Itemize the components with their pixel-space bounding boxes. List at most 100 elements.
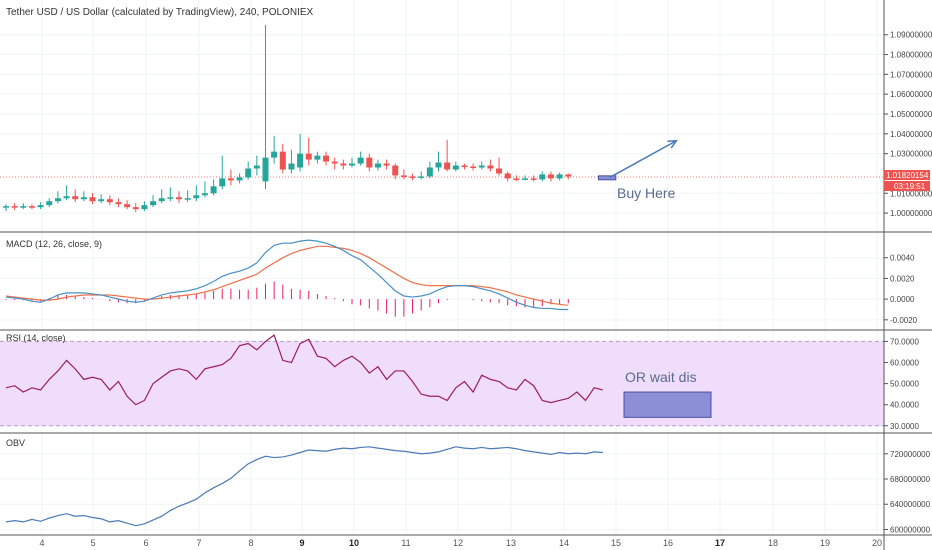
- macd-title: MACD (12, 26, close, 9): [6, 239, 102, 249]
- candle-body: [374, 163, 381, 168]
- candle-body: [383, 163, 390, 166]
- candle-body: [452, 165, 459, 170]
- y-tick-label: 1.07000000: [890, 70, 932, 79]
- candle-body: [63, 196, 70, 199]
- grid-lines: [0, 0, 884, 534]
- buy-zone-box: [598, 175, 617, 181]
- candle-body: [288, 163, 295, 170]
- candle-body: [132, 207, 139, 210]
- candle-body: [522, 178, 528, 180]
- candle-body: [3, 206, 9, 208]
- candle-body: [72, 196, 79, 200]
- candle-body: [253, 165, 260, 169]
- y-tick-label: 680000000: [890, 475, 931, 484]
- candle-body: [158, 198, 165, 202]
- candle-body: [400, 175, 407, 177]
- rsi-band: [0, 341, 884, 426]
- y-tick-label: 1.05000000: [890, 110, 932, 119]
- candle-body: [331, 161, 338, 164]
- candle-body: [340, 163, 347, 166]
- candle-body: [219, 178, 226, 187]
- candle-body: [54, 198, 61, 202]
- y-tick-label: 70.0000: [890, 337, 919, 346]
- candle-body: [227, 178, 234, 181]
- y-tick-label: 600000000: [890, 525, 931, 534]
- x-tick-label: 19: [820, 538, 830, 548]
- y-tick-label: 60.0000: [890, 359, 919, 368]
- y-tick-label: 1.01000000: [890, 189, 932, 198]
- x-tick-label: 15: [611, 538, 621, 548]
- candle-body: [46, 201, 53, 206]
- candle-body: [115, 202, 122, 205]
- trend-arrow: [609, 140, 677, 179]
- candle-body: [556, 174, 563, 179]
- candle-body: [271, 151, 278, 158]
- candle-body: [392, 165, 399, 176]
- x-tick-label: 17: [715, 538, 725, 548]
- x-tick-label: 14: [559, 538, 569, 548]
- countdown-badge-bg: [884, 181, 930, 191]
- y-tick-label: 40.0000: [890, 401, 919, 410]
- candle-body: [539, 174, 546, 180]
- candle-body: [357, 157, 364, 164]
- x-tick-label: 8: [248, 538, 253, 548]
- x-tick-label: 7: [196, 538, 201, 548]
- candle-body: [150, 201, 157, 206]
- rsi-line: [5, 334, 603, 406]
- x-tick-label: 13: [506, 538, 516, 548]
- candle-body: [201, 193, 208, 196]
- candle-body: [478, 165, 485, 168]
- y-tick-label: 640000000: [890, 500, 931, 509]
- candle-body: [470, 166, 477, 169]
- trend-arrow-head: [667, 139, 678, 149]
- candle-body: [418, 176, 425, 178]
- y-tick-label: 1.08000000: [890, 51, 932, 60]
- candle-body: [11, 206, 18, 208]
- candle-body: [305, 153, 312, 160]
- y-tick-label: 1.06000000: [890, 90, 932, 99]
- candle-body: [124, 204, 131, 208]
- candle-body: [106, 199, 113, 203]
- candle-body: [513, 178, 520, 180]
- candle-body: [314, 155, 321, 160]
- candle-body: [487, 165, 494, 169]
- candle-body: [98, 199, 105, 202]
- wait-zone-box: [623, 391, 712, 418]
- price-badge-bg: [884, 170, 930, 180]
- candle-body: [409, 176, 416, 178]
- macd-line: [5, 239, 569, 311]
- candle-body: [167, 197, 174, 199]
- obv-pane: [5, 446, 603, 527]
- y-tick-label: 1.04000000: [890, 130, 932, 139]
- x-tick-label: 12: [453, 538, 463, 548]
- candle-body: [426, 167, 433, 177]
- candle-body: [193, 195, 200, 199]
- x-tick-label: 9: [299, 538, 304, 548]
- y-tick-label: 720000000: [890, 450, 931, 459]
- y-tick-label: -0.0020: [890, 316, 918, 325]
- candle-body: [565, 174, 572, 177]
- y-tick-label: 30.0000: [890, 422, 919, 431]
- x-tick-label: 16: [663, 538, 673, 548]
- or-wait-label: OR wait dis: [625, 369, 697, 385]
- y-tick-label: 1.09000000: [890, 31, 932, 40]
- candle-body: [323, 155, 330, 162]
- candle-body: [435, 162, 442, 168]
- price-badge-value: 1.01820154: [886, 171, 929, 180]
- candle-body: [297, 153, 304, 168]
- candle-body: [262, 157, 269, 182]
- candle-body: [504, 173, 511, 179]
- candle-body: [547, 174, 554, 179]
- obv-line: [5, 446, 603, 527]
- candle-body: [210, 186, 217, 194]
- x-tick-label: 20: [872, 538, 882, 548]
- y-tick-label: 1.00000000: [890, 209, 932, 218]
- x-tick-label: 11: [401, 538, 410, 548]
- candle-body: [366, 157, 373, 168]
- candle-body: [176, 197, 182, 200]
- rsi-title: RSI (14, close): [6, 333, 66, 343]
- candle-body: [236, 177, 243, 181]
- candle-body: [279, 151, 286, 170]
- candle-body: [184, 198, 191, 200]
